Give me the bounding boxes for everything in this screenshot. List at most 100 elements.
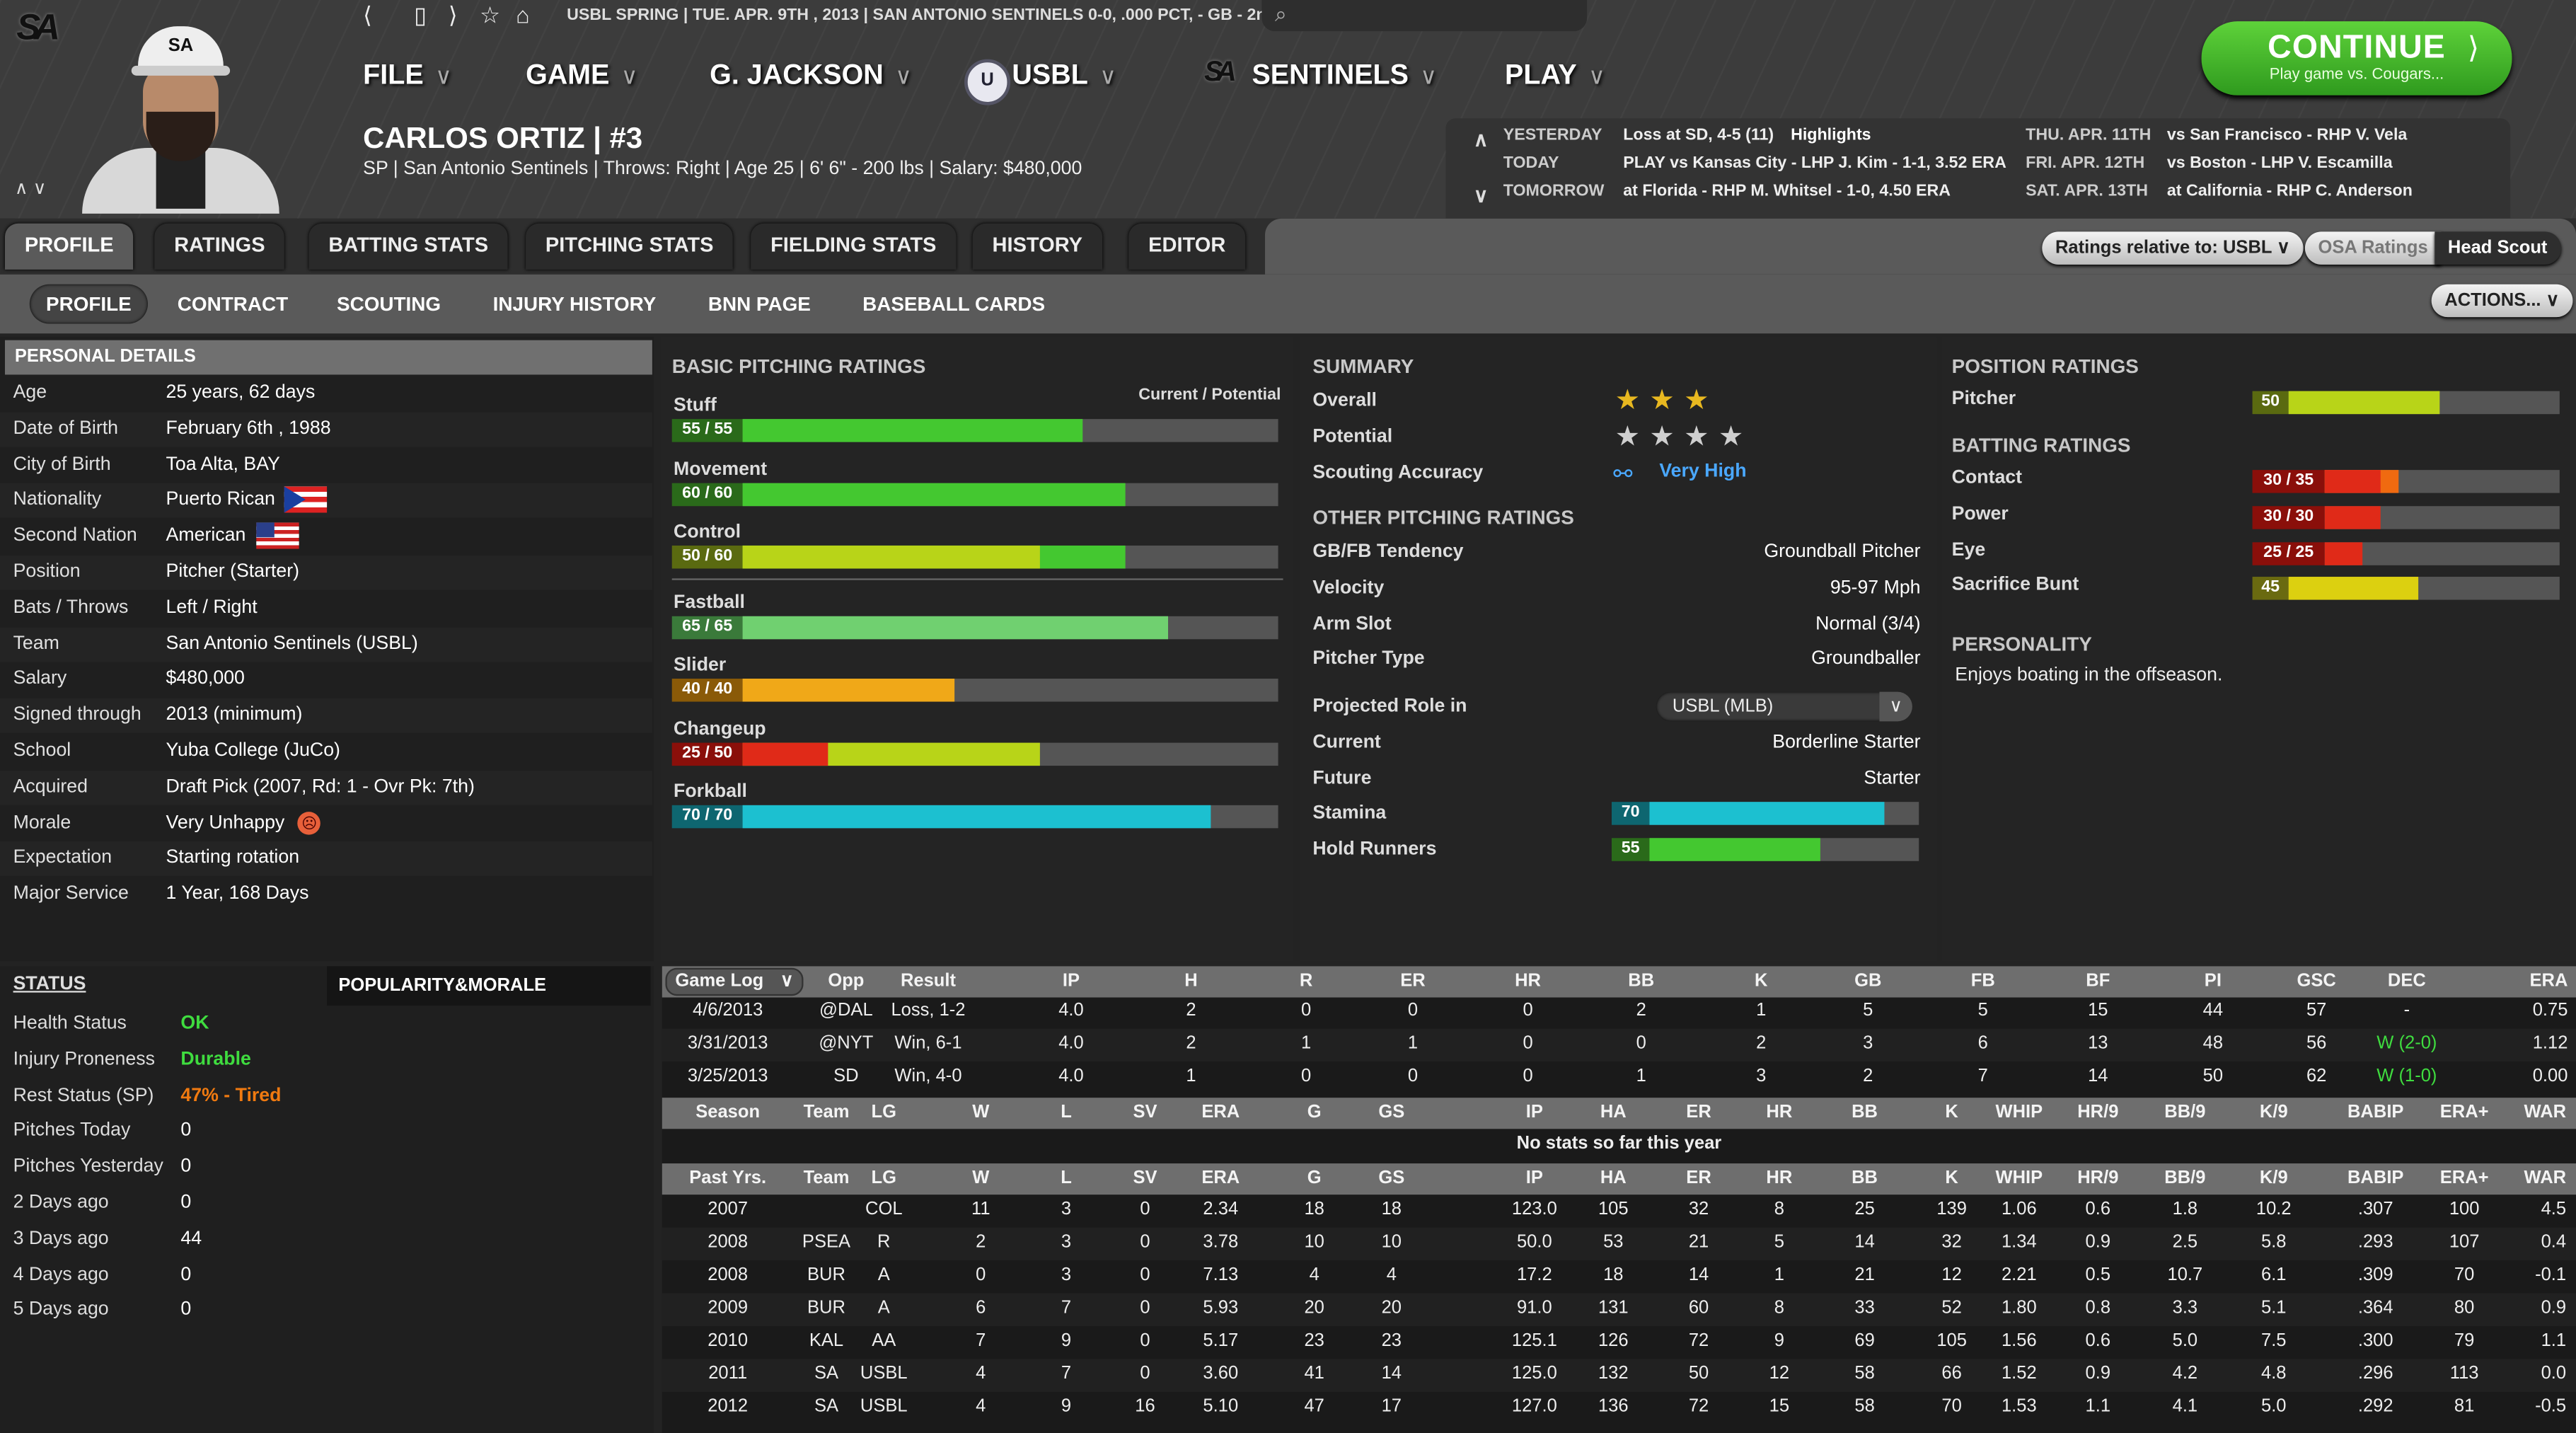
search-input[interactable]: ⌕ bbox=[1261, 0, 1588, 32]
actions-dropdown[interactable]: ACTIONS... ∨ bbox=[2431, 284, 2572, 318]
past-years-cell: 3 bbox=[1061, 1232, 1072, 1253]
menu-label: SENTINELS bbox=[1252, 59, 1409, 91]
game-log-header-cell: IP bbox=[1062, 971, 1080, 991]
status-value: 44 bbox=[180, 1228, 202, 1249]
subtab-baseball-cards[interactable]: BASEBALL CARDS bbox=[862, 292, 1046, 316]
subtab-bnn-page[interactable]: BNN PAGE bbox=[707, 292, 811, 316]
head-scout-toggle[interactable]: Head Scout bbox=[2435, 231, 2561, 265]
detail-row-nationality: Nationality Puerto Rican bbox=[0, 483, 652, 519]
past-years-header-cell: BABIP bbox=[2347, 1168, 2404, 1188]
game-log-cell: 15 bbox=[2088, 1001, 2108, 1021]
past-years-cell: 10 bbox=[1304, 1232, 1324, 1253]
projected-role-select[interactable]: USBL (MLB) ∨ bbox=[1656, 691, 1912, 722]
past-years-cell: 4.1 bbox=[2172, 1396, 2198, 1417]
subtab-injury-history[interactable]: INJURY HISTORY bbox=[492, 292, 657, 316]
past-years-cell: BUR bbox=[807, 1298, 845, 1318]
back-icon[interactable]: ⟨ bbox=[363, 1, 372, 28]
past-years-header-cell: BB/9 bbox=[2164, 1168, 2206, 1188]
osa-ratings-toggle[interactable]: OSA Ratings bbox=[2304, 231, 2442, 265]
season-header-cell: WAR bbox=[2524, 1103, 2567, 1122]
menu-usbl[interactable]: USBL ∨ bbox=[1012, 59, 1116, 92]
menu-play[interactable]: PLAY ∨ bbox=[1505, 59, 1605, 92]
tab-fielding-stats[interactable]: FIELDING STATS bbox=[751, 223, 957, 270]
game-log-header-cell: DEC bbox=[2387, 971, 2426, 991]
game-log-row: 3/31/2013 @NYT Win, 6-1 4.0 2 1 1 0 0 2 3 6 13 48 56 W … bbox=[662, 1028, 2576, 1062]
past-years-cell: 136 bbox=[1598, 1396, 1629, 1417]
status-tab[interactable]: STATUS bbox=[13, 974, 86, 994]
past-years-row: 2008 PSEA R 2 3 0 3.78 10 10 50.0 53 21 5 14 32 1.34 0.9… bbox=[662, 1227, 2576, 1261]
rating-stuff-bar bbox=[742, 419, 1278, 442]
season-header-cell: BB bbox=[1852, 1103, 1878, 1122]
tab-batting-stats[interactable]: BATTING STATS bbox=[308, 223, 509, 270]
tab-history[interactable]: HISTORY bbox=[972, 223, 1102, 270]
past-years-cell: 7.13 bbox=[1203, 1265, 1239, 1285]
past-years-cell: 2008 bbox=[707, 1232, 749, 1253]
past-years-cell: AA bbox=[872, 1330, 896, 1351]
menu-g-jackson[interactable]: G. JACKSON ∨ bbox=[710, 59, 912, 92]
chevron-up-icon[interactable]: ∧ bbox=[1473, 128, 1489, 151]
bookmark-icon[interactable]: ▯ bbox=[414, 1, 427, 28]
game-log-cell: 0 bbox=[1636, 1033, 1646, 1054]
past-years-cell: 0.6 bbox=[2085, 1199, 2111, 1219]
past-years-cell: 9 bbox=[1061, 1330, 1072, 1351]
search-icon: ⌕ bbox=[1274, 1, 1287, 27]
past-years-cell: 20 bbox=[1304, 1298, 1324, 1318]
subtab-contract[interactable]: CONTRACT bbox=[177, 292, 289, 316]
tab-editor[interactable]: EDITOR bbox=[1128, 223, 1246, 270]
tab-pitching-stats[interactable]: PITCHING STATS bbox=[526, 223, 734, 270]
status-row-3-days-ago: 3 Days ago 44 bbox=[0, 1222, 652, 1257]
schedule-game[interactable]: at Florida - RHP M. Whitsel - 1-0, 4.50 … bbox=[1623, 182, 1951, 201]
subtab-profile[interactable]: PROFILE bbox=[29, 284, 149, 324]
past-years-cell: 5.0 bbox=[2172, 1330, 2198, 1351]
game-log-cell: 57 bbox=[2306, 1001, 2327, 1021]
detail-row-age: Age 25 years, 62 days bbox=[0, 376, 652, 411]
schedule-game[interactable]: PLAY vs Kansas City - LHP J. Kim - 1-1, … bbox=[1623, 154, 2006, 173]
rating-power-current-fill bbox=[2324, 505, 2381, 529]
highlights-link[interactable]: Highlights bbox=[1791, 126, 1871, 145]
past-years-cell: 25 bbox=[1854, 1199, 1875, 1219]
forward-icon[interactable]: ⟩ bbox=[448, 1, 458, 28]
game-log-header-cell: GSC bbox=[2297, 971, 2336, 991]
season-header-cell: K bbox=[1945, 1103, 1958, 1122]
past-years-cell: 113 bbox=[2449, 1364, 2479, 1384]
season-header-cell: HR bbox=[1766, 1103, 1793, 1122]
past-years-cell: 1 bbox=[1774, 1265, 1784, 1285]
popularity-morale-tab[interactable]: POPULARITY&MORALE bbox=[327, 966, 651, 1006]
prev-next-player-arrows[interactable]: ∧ ∨ bbox=[14, 179, 47, 199]
rating-label-forkball: Forkball bbox=[674, 782, 747, 802]
rating-label-pitcher: Pitcher bbox=[1951, 389, 2016, 410]
rating-sacrifice-bunt-current-fill bbox=[2288, 577, 2418, 601]
menu-sentinels[interactable]: SENTINELS ∨ bbox=[1252, 59, 1437, 92]
game-log-header-cell: BB bbox=[1628, 971, 1655, 991]
star-icon[interactable]: ☆ bbox=[480, 1, 501, 28]
home-icon[interactable]: ⌂ bbox=[516, 1, 530, 28]
subtab-scouting[interactable]: SCOUTING bbox=[337, 292, 441, 316]
past-years-row: 2011 SA USBL 4 7 0 3.60 41 14 125.0 132 50 12 58 66 1.5… bbox=[662, 1359, 2576, 1392]
past-years-header-cell: Team bbox=[803, 1168, 850, 1188]
upcoming-game[interactable]: vs Boston - LHP V. Escamilla bbox=[2166, 154, 2393, 173]
past-years-cell: 53 bbox=[1603, 1232, 1624, 1253]
past-years-cell: 1.06 bbox=[2001, 1199, 2037, 1219]
menu-game[interactable]: GAME ∨ bbox=[526, 59, 637, 92]
upcoming-game[interactable]: vs San Francisco - RHP V. Vela bbox=[2166, 126, 2408, 145]
upcoming-date: THU. APR. 11TH bbox=[2026, 126, 2152, 145]
chevron-down-icon[interactable]: ∨ bbox=[1473, 184, 1489, 207]
tab-ratings[interactable]: RATINGS bbox=[154, 223, 285, 270]
rating-eye-bar bbox=[2324, 541, 2560, 565]
tab-profile[interactable]: PROFILE bbox=[4, 223, 134, 270]
schedule-game[interactable]: Loss at SD, 4-5 (11) bbox=[1623, 126, 1774, 145]
past-years-header-cell: SV bbox=[1133, 1168, 1157, 1188]
past-years-header-cell: W bbox=[972, 1168, 990, 1188]
past-years-header-cell: WAR bbox=[2524, 1168, 2567, 1188]
detail-label: Expectation bbox=[13, 848, 112, 868]
bar-stamina-label: Stamina bbox=[1312, 803, 1387, 824]
upcoming-game[interactable]: at California - RHP C. Anderson bbox=[2166, 182, 2413, 201]
menu-file[interactable]: FILE ∨ bbox=[363, 59, 452, 92]
continue-button[interactable]: CONTINUE Play game vs. Cougars... ⟩ bbox=[2201, 21, 2512, 96]
ratings-relative-dropdown[interactable]: Ratings relative to: USBL ∨ bbox=[2042, 231, 2304, 265]
past-years-cell: PSEA bbox=[802, 1232, 851, 1253]
game-log-cell: Loss, 1-2 bbox=[891, 1001, 966, 1021]
past-years-header: Past Yrs. Team LG W L SV ERA G GS IP HA ER HR BB K WHIP… bbox=[662, 1163, 2576, 1195]
rating-control-current-fill bbox=[742, 545, 1041, 569]
game-log-select[interactable]: Game Log ∨ bbox=[665, 967, 804, 996]
